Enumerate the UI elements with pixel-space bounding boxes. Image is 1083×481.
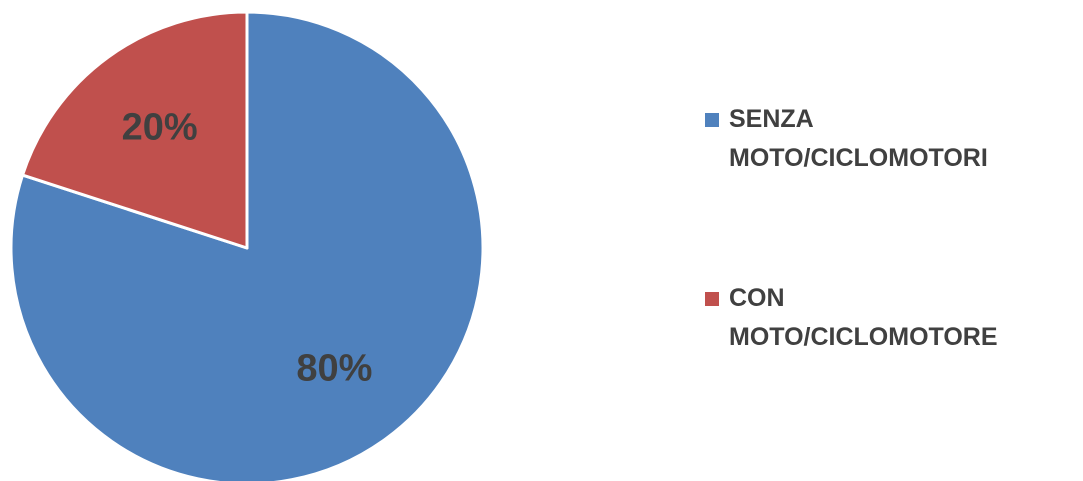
- data-label-senza: 80%: [296, 347, 372, 389]
- legend-item-con: CON MOTO/CICLOMOTORE: [705, 279, 1075, 357]
- legend-swatch-senza: [705, 113, 719, 127]
- pie-chart: 80% 20%: [9, 10, 485, 481]
- legend-label-con: CON MOTO/CICLOMOTORE: [729, 284, 998, 351]
- legend-swatch-con: [705, 292, 719, 306]
- legend-item-senza: SENZA MOTO/CICLOMOTORI: [705, 100, 1075, 178]
- pie-slice-con: [21, 10, 249, 250]
- legend-label-senza: SENZA MOTO/CICLOMOTORI: [729, 105, 988, 172]
- data-label-con: 20%: [122, 107, 198, 149]
